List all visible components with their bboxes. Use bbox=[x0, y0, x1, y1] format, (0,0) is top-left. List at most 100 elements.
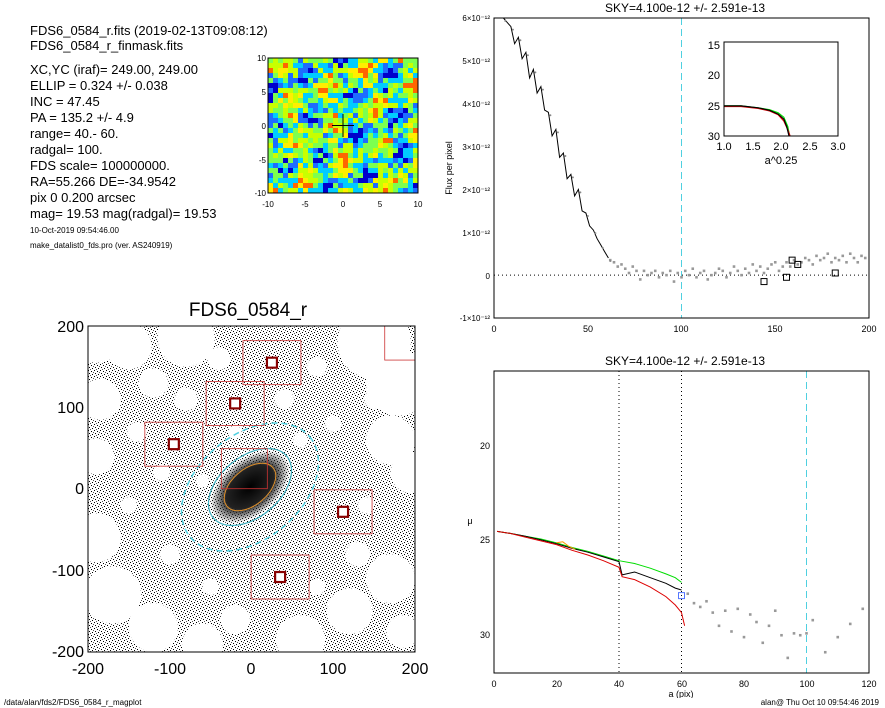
thumbnail-cell bbox=[283, 163, 289, 169]
thumbnail-cell bbox=[413, 158, 419, 164]
file-line-2: FDS6_0584_r_finmask.fits bbox=[30, 38, 184, 53]
image-mask-region bbox=[326, 588, 373, 635]
thumbnail-cell bbox=[378, 158, 384, 164]
thumbnail-cell bbox=[388, 173, 394, 179]
flux-xtick: 200 bbox=[861, 324, 876, 334]
inset-xtick: 1.0 bbox=[716, 141, 731, 153]
thumbnail-cell bbox=[373, 173, 379, 179]
thumbnail-cell bbox=[348, 103, 354, 109]
thumbnail-cell bbox=[313, 123, 319, 129]
thumbnail-cell bbox=[288, 58, 294, 64]
thumbnail-cell bbox=[303, 163, 309, 169]
thumbnail-cell bbox=[328, 58, 334, 64]
flux-plot-frame bbox=[493, 17, 870, 319]
thumbnail-cell bbox=[393, 63, 399, 69]
thumbnail-cell bbox=[358, 183, 364, 189]
thumbnail-cell bbox=[303, 148, 309, 154]
thumbnail-cell bbox=[343, 73, 349, 79]
thumbnail-cell bbox=[388, 128, 394, 134]
thumbnail-cell bbox=[283, 178, 289, 184]
thumbnail-cell bbox=[398, 138, 404, 144]
thumbnail-cell bbox=[353, 98, 359, 104]
thumbnail-cell bbox=[388, 58, 394, 64]
flux-xtick: 150 bbox=[767, 324, 782, 334]
thumbnail-cell bbox=[378, 58, 384, 64]
thumbnail-cell bbox=[293, 133, 299, 139]
thumbnail-cell bbox=[408, 98, 414, 104]
thumbnail-cell bbox=[363, 103, 369, 109]
thumbnail-cell bbox=[383, 58, 389, 64]
flux-box-marker bbox=[831, 269, 839, 277]
image-mask-region bbox=[345, 541, 371, 567]
thumbnail-cell bbox=[273, 108, 279, 114]
mu-ytick: 30 bbox=[480, 630, 490, 640]
thumbnail-cell bbox=[328, 83, 334, 89]
thumbnail-cell bbox=[328, 63, 334, 69]
mu-outer-point bbox=[736, 607, 740, 611]
thumbnail-cell bbox=[373, 73, 379, 79]
thumbnail-cell bbox=[383, 168, 389, 174]
thumbnail-cell bbox=[303, 128, 309, 134]
thumbnail-cell bbox=[373, 98, 379, 104]
thumbnail-cell bbox=[353, 178, 359, 184]
thumbnail-cell bbox=[378, 68, 384, 74]
thumbnail-cell bbox=[388, 183, 394, 189]
thumbnail-cell bbox=[388, 188, 394, 194]
thumbnail-cell bbox=[353, 123, 359, 129]
thumbnail-cell bbox=[283, 78, 289, 84]
thumbnail-cell bbox=[308, 158, 314, 164]
thumbnail-cell bbox=[343, 153, 349, 159]
thumb-xtick: 0 bbox=[341, 200, 346, 209]
galaxy-core bbox=[210, 450, 290, 524]
thumbnail-cell bbox=[378, 103, 384, 109]
image-ytick: -100 bbox=[52, 563, 84, 580]
thumbnail-cell bbox=[348, 108, 354, 114]
thumbnail-cell bbox=[293, 88, 299, 94]
thumbnail-cell bbox=[278, 148, 284, 154]
thumbnail-cell bbox=[358, 88, 364, 94]
thumbnail-cell bbox=[343, 63, 349, 69]
thumbnail-cell bbox=[323, 168, 329, 174]
flux-outer-point bbox=[661, 271, 665, 275]
thumbnail-cell bbox=[388, 83, 394, 89]
thumbnail-cell bbox=[378, 108, 384, 114]
thumbnail-cell bbox=[363, 133, 369, 139]
thumbnail-cell bbox=[328, 88, 334, 94]
image-mask-region bbox=[308, 578, 326, 595]
thumbnail-cell bbox=[273, 98, 279, 104]
thumbnail-cell bbox=[278, 173, 284, 179]
thumbnail-cell bbox=[413, 153, 419, 159]
thumbnail-cell bbox=[408, 168, 414, 174]
thumbnail-cell bbox=[278, 188, 284, 194]
thumbnail-cell bbox=[373, 183, 379, 189]
thumbnail-cell bbox=[283, 63, 289, 69]
thumbnail-cell bbox=[408, 58, 414, 64]
thumbnail-cell bbox=[323, 93, 329, 99]
thumbnail-cell bbox=[333, 143, 339, 149]
thumbnail-cell bbox=[348, 188, 354, 194]
thumbnail-cell bbox=[363, 178, 369, 184]
thumbnail-cell bbox=[308, 143, 314, 149]
thumbnail-cell bbox=[378, 148, 384, 154]
flux-profile-point bbox=[571, 176, 574, 179]
thumbnail-cell bbox=[323, 58, 329, 64]
thumbnail-cell bbox=[298, 83, 304, 89]
thumbnail-cell bbox=[268, 98, 274, 104]
thumbnail-cell bbox=[283, 88, 289, 94]
mu-plot-frame bbox=[493, 370, 870, 674]
thumbnail-cell bbox=[303, 188, 309, 194]
thumbnail-cell bbox=[313, 158, 319, 164]
thumbnail-cell bbox=[333, 133, 339, 139]
image-xtick: -100 bbox=[154, 661, 186, 678]
thumbnail-cell bbox=[273, 188, 279, 194]
mu-outer-point bbox=[686, 592, 690, 596]
thumbnail-cell bbox=[278, 178, 284, 184]
thumbnail-cell bbox=[338, 188, 344, 194]
thumbnail-cell bbox=[363, 93, 369, 99]
thumbnail-cell bbox=[398, 158, 404, 164]
thumbnail-cell bbox=[303, 138, 309, 144]
thumbnail-cell bbox=[303, 133, 309, 139]
thumbnail-cell bbox=[278, 98, 284, 104]
flux-xtick: 50 bbox=[583, 324, 593, 334]
thumbnail-cell bbox=[383, 188, 389, 194]
